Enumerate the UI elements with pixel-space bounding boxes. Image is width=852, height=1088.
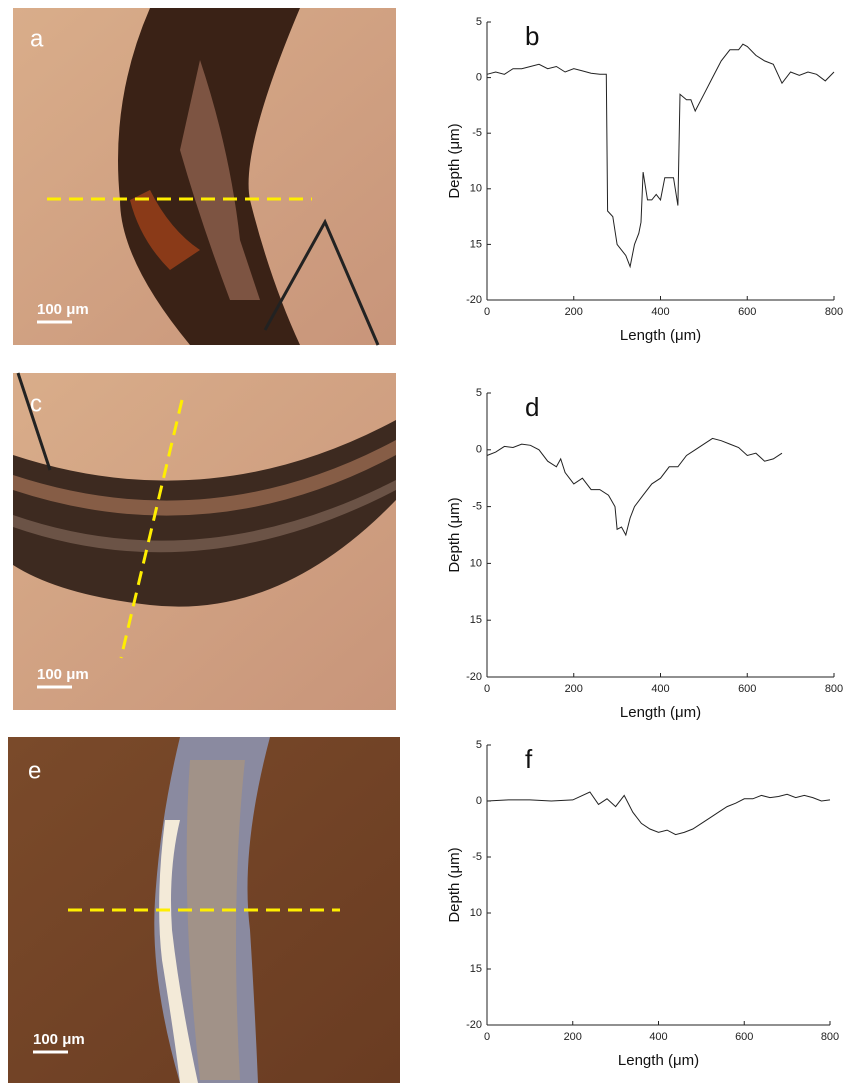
x-tick-label: 400 — [651, 306, 669, 318]
x-tick-label: 800 — [821, 1031, 839, 1043]
scale-bar-label: 100 μm — [33, 1031, 85, 1048]
y-tick-label: 5 — [476, 387, 482, 399]
panel-label: a — [30, 25, 44, 52]
x-tick-label: 0 — [484, 683, 490, 695]
y-tick-label: 10 — [470, 907, 482, 919]
x-tick-label: 200 — [565, 683, 583, 695]
x-tick-label: 600 — [738, 306, 756, 318]
y-tick-label: 10 — [470, 557, 482, 569]
x-tick-label: 600 — [735, 1031, 753, 1043]
y-axis-label: Depth (μm) — [446, 497, 463, 572]
y-tick-label: -5 — [472, 851, 482, 863]
y-axis-label: Depth (μm) — [446, 123, 463, 198]
x-axis-label: Length (μm) — [620, 704, 701, 721]
x-tick-label: 400 — [651, 683, 669, 695]
depth-profile — [487, 438, 782, 535]
panel-label: f — [525, 744, 533, 774]
y-tick-label: 0 — [476, 444, 482, 456]
panel-label: e — [28, 757, 41, 784]
y-tick-label: 5 — [476, 739, 482, 751]
x-tick-label: 400 — [649, 1031, 667, 1043]
x-tick-label: 800 — [825, 306, 843, 318]
y-tick-label: -20 — [466, 671, 482, 683]
y-tick-label: -20 — [466, 1019, 482, 1031]
micrograph-a — [13, 8, 396, 345]
depth-profile — [487, 44, 834, 266]
x-tick-label: 800 — [825, 683, 843, 695]
panel-label: d — [525, 392, 539, 422]
y-tick-label: 15 — [470, 238, 482, 250]
x-axis-label: Length (μm) — [620, 327, 701, 344]
y-tick-label: 15 — [470, 614, 482, 626]
y-tick-label: 10 — [470, 183, 482, 195]
y-tick-label: 5 — [476, 16, 482, 28]
x-axis-label: Length (μm) — [618, 1052, 699, 1069]
y-tick-label: 15 — [470, 963, 482, 975]
x-tick-label: 0 — [484, 306, 490, 318]
x-tick-label: 200 — [565, 306, 583, 318]
figure: a100 μmc100 μme100 μm50-51015-2002004006… — [0, 0, 852, 1083]
y-tick-label: -20 — [466, 294, 482, 306]
micrograph-c — [13, 373, 396, 710]
x-tick-label: 200 — [564, 1031, 582, 1043]
panel-label: c — [30, 390, 42, 417]
depth-profile — [487, 792, 830, 835]
y-tick-label: 0 — [476, 795, 482, 807]
y-tick-label: -5 — [472, 127, 482, 139]
scale-bar-label: 100 μm — [37, 301, 89, 318]
y-tick-label: 0 — [476, 72, 482, 84]
panel-label: b — [525, 21, 539, 51]
y-tick-label: -5 — [472, 501, 482, 513]
x-tick-label: 0 — [484, 1031, 490, 1043]
y-axis-label: Depth (μm) — [446, 847, 463, 922]
scale-bar-label: 100 μm — [37, 666, 89, 683]
x-tick-label: 600 — [738, 683, 756, 695]
